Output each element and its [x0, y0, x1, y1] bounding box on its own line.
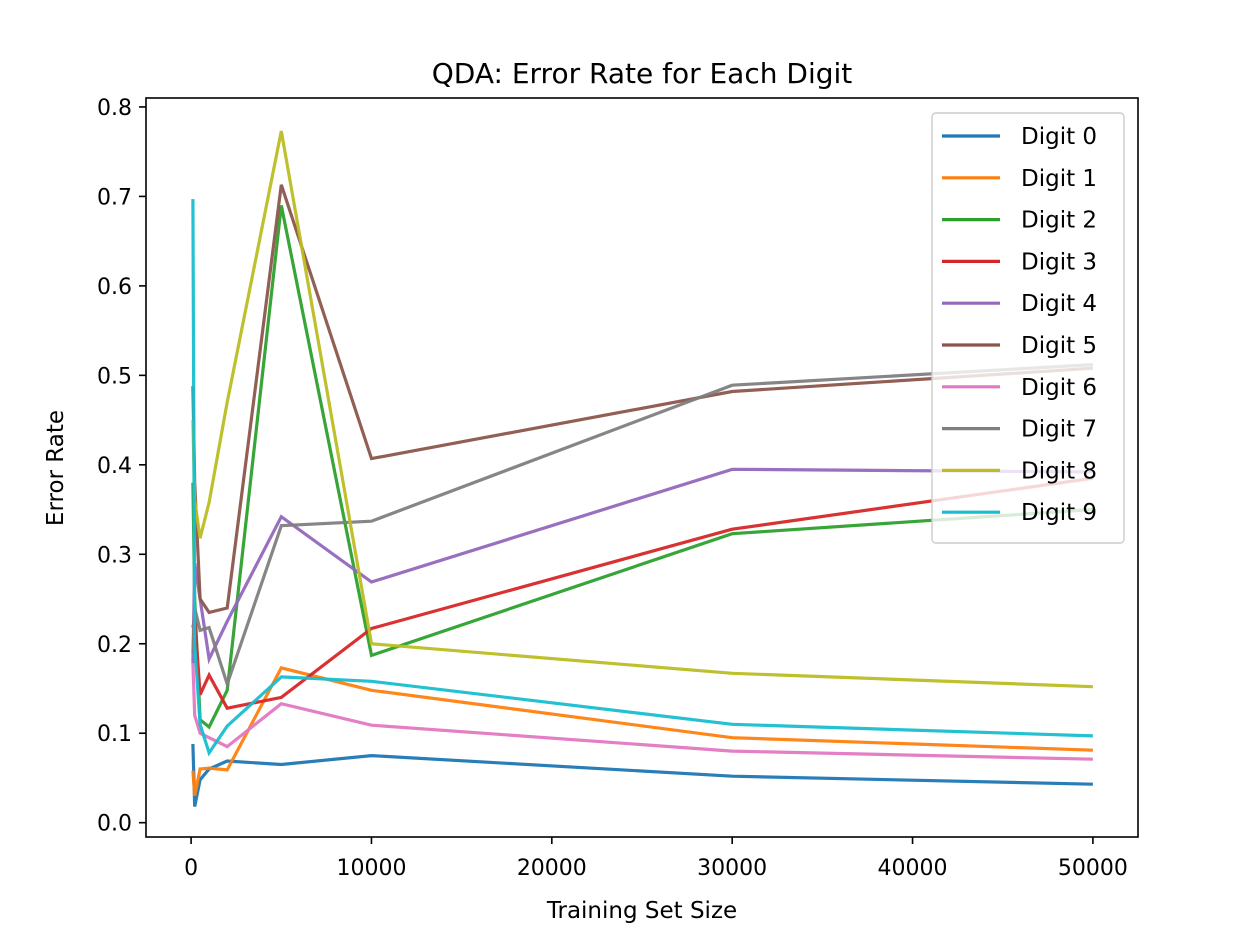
y-tick-label: 0.8 — [97, 96, 132, 121]
legend: Digit 0 Digit 1 Digit 2 Digit 3 Digit 4 Digit… — [931, 112, 1125, 544]
y-tick-label: 0.2 — [97, 633, 132, 658]
x-axis-label: Training Set Size — [546, 898, 737, 924]
legend-label-digit-9: Digit 9 — [1021, 500, 1097, 526]
series-line-digit-7 — [191, 363, 1093, 690]
y-tick-label: 0.0 — [97, 812, 132, 837]
legend-label-digit-8: Digit 8 — [1021, 458, 1097, 484]
y-axis: 0.0 0.1 0.2 0.3 0.4 0.5 0.6 0.7 0.8 — [97, 96, 146, 837]
x-tick-label: 20000 — [517, 856, 587, 881]
y-tick-label: 0.5 — [97, 364, 132, 389]
series-line-digit-1 — [191, 666, 1093, 797]
x-tick-label: 10000 — [336, 856, 406, 881]
series-line-digit-6 — [191, 663, 1093, 761]
legend-label-digit-2: Digit 2 — [1021, 208, 1097, 234]
y-tick-label: 0.4 — [97, 454, 132, 479]
y-tick-label: 0.6 — [97, 275, 132, 300]
x-tick-label: 50000 — [1058, 856, 1128, 881]
legend-label-digit-4: Digit 4 — [1021, 291, 1097, 317]
chart-title: QDA: Error Rate for Each Digit — [432, 57, 853, 90]
y-tick-label: 0.1 — [97, 722, 132, 747]
legend-label-digit-7: Digit 7 — [1021, 417, 1097, 443]
legend-label-digit-5: Digit 5 — [1021, 333, 1097, 359]
series-line-digit-0 — [191, 743, 1093, 807]
x-tick-label: 30000 — [697, 856, 767, 881]
y-tick-label: 0.3 — [97, 543, 132, 568]
legend-label-digit-6: Digit 6 — [1021, 375, 1097, 401]
series-line-digit-4 — [191, 467, 1093, 665]
legend-label-digit-0: Digit 0 — [1021, 124, 1097, 150]
x-axis: 0 10000 20000 30000 40000 50000 — [184, 837, 1128, 881]
legend-label-digit-1: Digit 1 — [1021, 166, 1097, 192]
x-tick-label: 0 — [184, 856, 198, 881]
y-tick-label: 0.7 — [97, 185, 132, 210]
series-line-digit-9 — [191, 199, 1093, 757]
series-line-digit-8 — [191, 130, 1093, 689]
series-line-digit-3 — [191, 476, 1094, 710]
y-axis-label: Error Rate — [43, 410, 69, 526]
plot-frame — [145, 97, 1139, 838]
x-tick-label: 40000 — [878, 856, 948, 881]
series-layer — [191, 130, 1094, 807]
legend-label-digit-3: Digit 3 — [1021, 249, 1097, 275]
